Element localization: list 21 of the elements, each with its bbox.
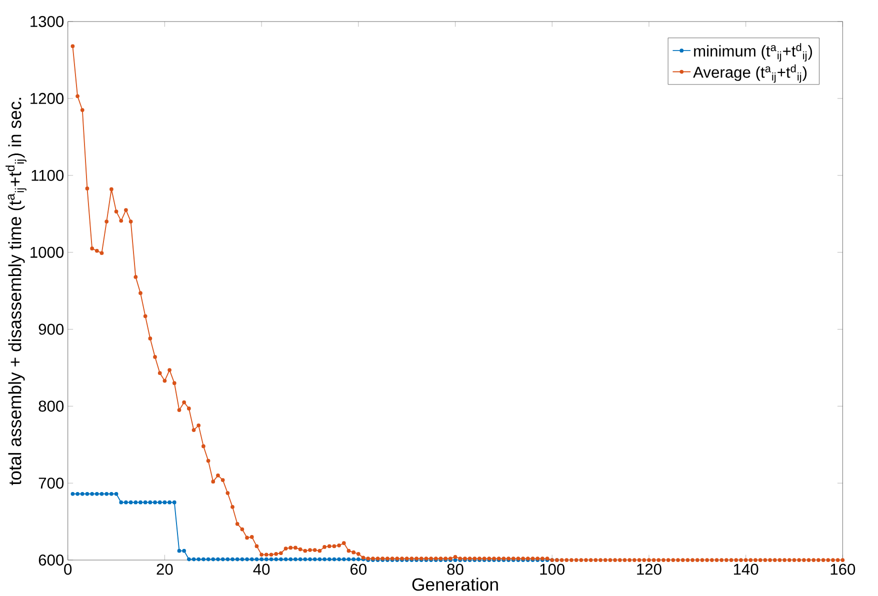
y-tick-label: 1100: [32, 170, 64, 181]
x-tick-label: 60: [350, 564, 366, 575]
x-tick-label: 80: [447, 564, 464, 575]
x-tick-label: 140: [734, 564, 758, 575]
y-tick-label: 1000: [30, 246, 64, 258]
x-tick-label: 0: [64, 564, 72, 575]
y-tick-label: 800: [38, 400, 64, 412]
legend-label: Average (t$^{a}$$_{ij}$+t$^{d}$$_{ij}$): [693, 64, 807, 83]
y-axis-title: total assembly + disassembly time (t$^{a}$$_{ij}$+t$^{d}$$_{ij}$) in sec.: [6, 98, 26, 485]
x-tick-label: 120: [637, 564, 662, 575]
legend-label: minimum (t$^{a}$$_{ij}$+t$^{d}$$_{ij}$): [694, 42, 812, 62]
x-tick-label: 40: [253, 564, 270, 575]
y-tick-label: 900: [38, 324, 64, 335]
y-tick-label: 700: [38, 477, 64, 488]
y-tick-label: 600: [38, 554, 64, 566]
x-axis-title: Generation: [412, 578, 498, 591]
y-tick-label: 1200: [30, 92, 64, 104]
x-tick-label: 20: [156, 564, 173, 575]
y-tick-label: 1300: [30, 16, 64, 27]
x-tick-label: 160: [830, 564, 856, 575]
x-tick-label: 100: [540, 564, 565, 575]
